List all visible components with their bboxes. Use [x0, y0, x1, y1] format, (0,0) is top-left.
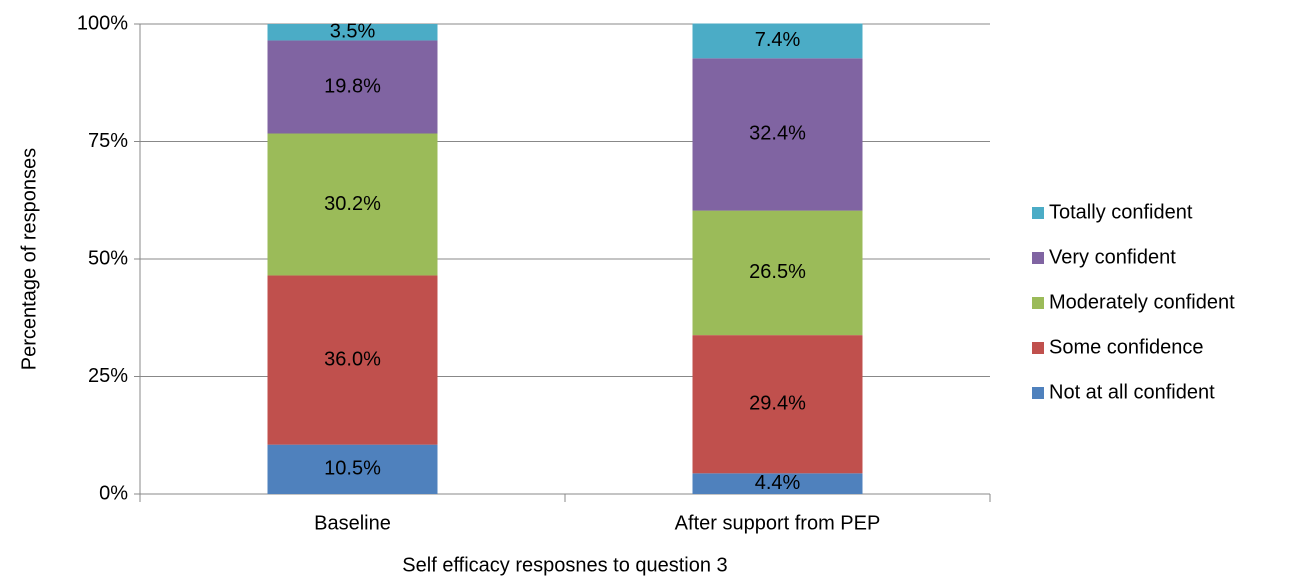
legend-swatch	[1032, 297, 1044, 309]
data-label: 10.5%	[324, 458, 381, 480]
bar-segment	[267, 40, 438, 134]
x-tick-label: After support from PEP	[675, 512, 881, 534]
y-tick-label: 25%	[88, 365, 128, 387]
legend-label: Not at all confident	[1049, 381, 1215, 403]
legend-label: Totally confident	[1049, 201, 1193, 223]
legend-label: Some confidence	[1049, 336, 1204, 358]
bar-segment	[692, 335, 863, 474]
bar-segment	[267, 275, 438, 445]
bar-segment	[692, 473, 863, 494]
y-tick-label: 100%	[77, 12, 128, 34]
legend-swatch	[1032, 387, 1044, 399]
data-label: 36.0%	[324, 348, 381, 370]
y-tick-label: 50%	[88, 247, 128, 269]
bar-segment	[267, 133, 438, 276]
legend-label: Moderately confident	[1049, 291, 1235, 313]
legend-label: Very confident	[1049, 246, 1176, 268]
legend-swatch	[1032, 252, 1044, 264]
data-label: 3.5%	[330, 21, 376, 43]
data-label: 4.4%	[755, 472, 801, 494]
x-axis-label: Self efficacy resposnes to question 3	[402, 554, 727, 576]
bar-segment	[692, 210, 863, 336]
y-tick-label: 0%	[99, 482, 128, 504]
bar-segment	[267, 24, 438, 41]
data-label: 29.4%	[749, 393, 806, 415]
y-axis-label: Percentage of responses	[18, 148, 40, 370]
legend-swatch	[1032, 342, 1044, 354]
data-label: 19.8%	[324, 75, 381, 97]
data-label: 30.2%	[324, 193, 381, 215]
y-tick-label: 75%	[88, 130, 128, 152]
bar-segment	[692, 23, 863, 59]
data-label: 26.5%	[749, 261, 806, 283]
legend-swatch	[1032, 207, 1044, 219]
data-label: 32.4%	[749, 123, 806, 145]
bar-segment	[267, 444, 438, 494]
bar-segment	[692, 58, 863, 211]
data-label: 7.4%	[755, 29, 801, 51]
x-tick-label: Baseline	[314, 512, 391, 534]
